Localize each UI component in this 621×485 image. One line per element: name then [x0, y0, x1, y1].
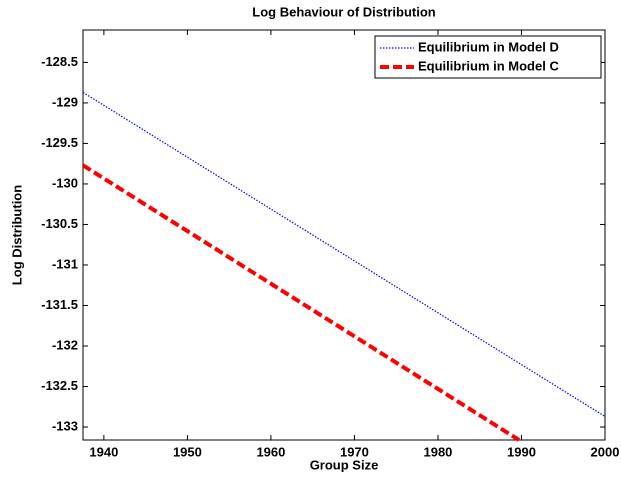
x-tick-label: 1950 [173, 444, 202, 459]
data-line [81, 163, 521, 442]
x-tick-label: 1970 [340, 444, 369, 459]
x-tick-label: 2000 [591, 444, 620, 459]
y-tick-label: -130 [52, 175, 78, 190]
chart-title: Log Behaviour of Distribution [252, 4, 435, 19]
legend-label: Equilibrium in Model C [418, 58, 559, 73]
y-tick-label: -133 [52, 418, 78, 433]
data-line [82, 91, 606, 418]
y-tick-label: -130.5 [41, 216, 78, 231]
y-tick-label: -132 [52, 337, 78, 352]
y-tick-label: -129 [52, 94, 78, 109]
y-tick-label: -132.5 [41, 378, 78, 393]
y-tick-label: -131.5 [41, 297, 78, 312]
y-tick-label: -128.5 [41, 54, 78, 69]
legend-label: Equilibrium in Model D [418, 39, 559, 54]
x-tick-label: 1940 [89, 444, 118, 459]
y-tick-label: -131 [52, 256, 78, 271]
x-tick-label: 1990 [507, 444, 536, 459]
x-axis-label: Group Size [310, 457, 379, 472]
x-tick-label: 1980 [423, 444, 452, 459]
legend-box [374, 35, 602, 79]
y-axis-label: Log Distribution [9, 185, 24, 285]
plot-area [82, 29, 606, 441]
y-tick-label: -129.5 [41, 135, 78, 150]
x-tick-label: 1960 [256, 444, 285, 459]
